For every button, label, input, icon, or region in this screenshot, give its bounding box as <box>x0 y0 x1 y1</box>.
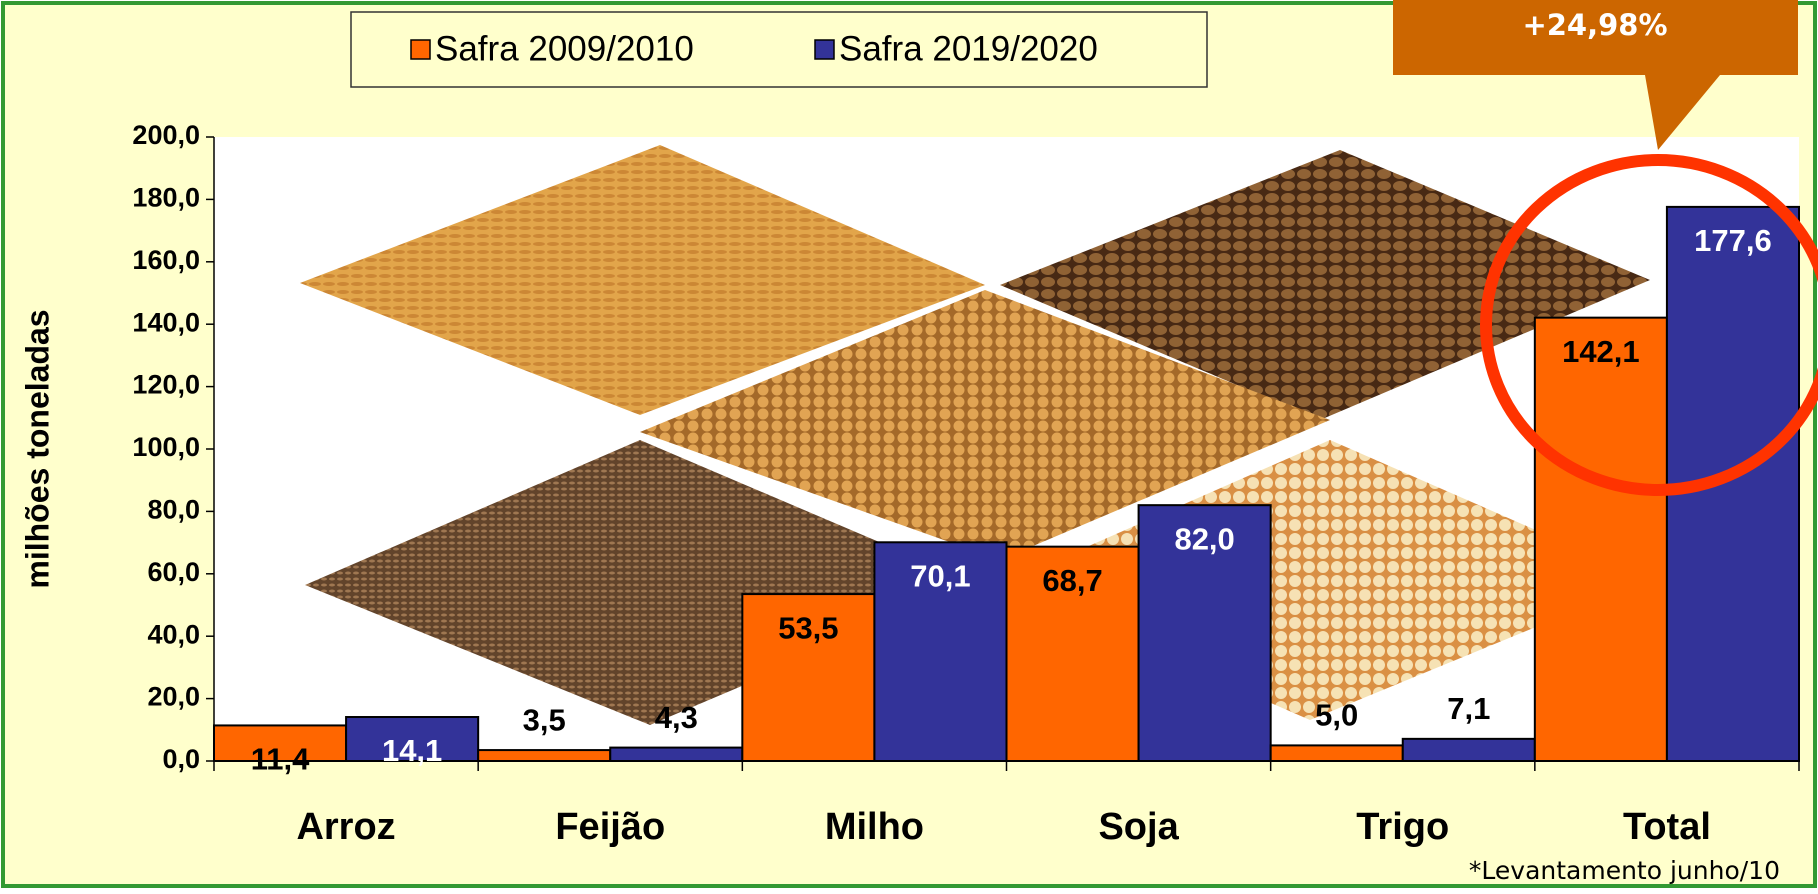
x-tick-label: Feijão <box>555 806 665 848</box>
footnote: *Levantamento junho/10 <box>1469 856 1780 885</box>
value-label: 4,3 <box>655 700 698 735</box>
bar <box>1271 745 1403 761</box>
bar <box>1403 739 1535 761</box>
y-tick-label: 20,0 <box>147 682 200 712</box>
legend-swatch <box>411 40 430 59</box>
chart: milhões toneladas 0,0 20,0 40,0 60,0 80,0 100… <box>0 0 1818 889</box>
y-tick-label: 40,0 <box>147 619 200 649</box>
bar <box>478 750 610 761</box>
value-label: 11,4 <box>251 742 310 777</box>
y-tick-label: 200,0 <box>132 120 200 150</box>
value-label: 70,1 <box>910 558 970 593</box>
y-tick-label: 60,0 <box>147 557 200 587</box>
bar <box>610 748 742 761</box>
callout-text: +24,98% <box>1522 8 1667 42</box>
y-tick-label: 140,0 <box>132 307 200 337</box>
value-label: 7,1 <box>1447 691 1490 726</box>
value-label: 5,0 <box>1315 698 1358 733</box>
y-tick-label: 180,0 <box>132 183 200 213</box>
x-tick-label: Milho <box>825 806 924 848</box>
y-tick-label: 80,0 <box>147 495 200 525</box>
value-label: 68,7 <box>1042 563 1102 598</box>
value-label: 14,1 <box>382 733 442 768</box>
y-tick-label: 0,0 <box>162 744 200 774</box>
y-axis-label: milhões toneladas <box>19 309 55 588</box>
y-tick-label: 100,0 <box>132 432 200 462</box>
value-label: 142,1 <box>1562 334 1640 369</box>
x-tick-label: Soja <box>1098 806 1179 848</box>
legend-label: Safra 2009/2010 <box>435 29 694 68</box>
x-tick-label: Trigo <box>1356 806 1449 848</box>
x-tick-label: Total <box>1623 806 1711 848</box>
y-tick-label: 120,0 <box>132 370 200 400</box>
legend-swatch <box>815 40 834 59</box>
value-label: 82,0 <box>1174 521 1234 556</box>
value-label: 177,6 <box>1694 223 1772 258</box>
bar <box>1535 318 1667 761</box>
value-label: 3,5 <box>523 702 566 737</box>
x-tick-label: Arroz <box>296 806 395 848</box>
value-label: 53,5 <box>778 610 838 645</box>
legend-label: Safra 2019/2020 <box>839 29 1098 68</box>
y-tick-label: 160,0 <box>132 245 200 275</box>
